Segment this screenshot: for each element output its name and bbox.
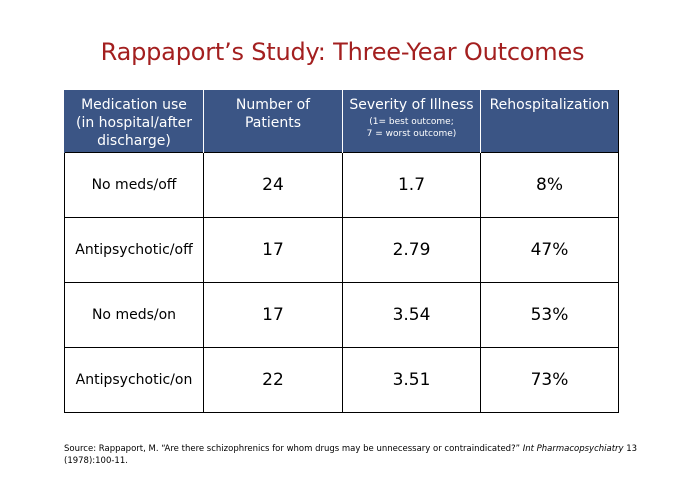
header-line: discharge) [97, 133, 171, 149]
source-text: Source: Rappaport, M. “Are there schizop… [64, 444, 520, 454]
table-row: No meds/on 17 3.54 53% [64, 281, 619, 348]
header-line: Patients [244, 115, 302, 131]
header-sub-line: 7 = worst outcome) [366, 129, 457, 139]
medication-cell: No meds/on [64, 281, 204, 348]
header-line: Severity of Illness [349, 97, 474, 113]
header-number-of-patients: Number of Patients [203, 90, 343, 152]
medication-cell: No meds/off [64, 151, 204, 218]
outcomes-table: Medication use (in hospital/after discha… [64, 90, 619, 413]
header-sub-line: (1= best outcome; [369, 117, 454, 127]
header-line: Number of [235, 97, 311, 113]
rehospitalization-cell: 8% [480, 151, 619, 218]
source-citation: Source: Rappaport, M. “Are there schizop… [64, 443, 644, 467]
patients-cell: 22 [203, 346, 343, 413]
severity-cell: 1.7 [342, 151, 481, 218]
table-row: Antipsychotic/off 17 2.79 47% [64, 216, 619, 283]
header-severity-of-illness: Severity of Illness (1= best outcome; 7 … [342, 90, 481, 152]
table-header-row: Medication use (in hospital/after discha… [64, 90, 619, 152]
header-rehospitalization: Rehospitalization [480, 90, 619, 152]
source-details: 13 (1978):100-11. [64, 444, 638, 466]
source-journal: Int Pharmacopsychiatry [522, 444, 624, 454]
severity-cell: 3.54 [342, 281, 481, 348]
patients-cell: 17 [203, 216, 343, 283]
table-row: Antipsychotic/on 22 3.51 73% [64, 346, 619, 413]
severity-cell: 3.51 [342, 346, 481, 413]
rehospitalization-cell: 73% [480, 346, 619, 413]
header-line: (in hospital/after [76, 115, 192, 131]
medication-cell: Antipsychotic/on [64, 346, 204, 413]
header-line: Rehospitalization [489, 97, 610, 113]
slide-title: Rappaport’s Study: Three-Year Outcomes [100, 38, 585, 66]
medication-cell: Antipsychotic/off [64, 216, 204, 283]
patients-cell: 17 [203, 281, 343, 348]
header-medication-use: Medication use (in hospital/after discha… [64, 90, 204, 152]
severity-cell: 2.79 [342, 216, 481, 283]
header-line: Medication use [81, 97, 187, 113]
table-row: No meds/off 24 1.7 8% [64, 151, 619, 218]
rehospitalization-cell: 53% [480, 281, 619, 348]
header-severity-scale-note: (1= best outcome; 7 = worst outcome) [346, 116, 477, 140]
rehospitalization-cell: 47% [480, 216, 619, 283]
patients-cell: 24 [203, 151, 343, 218]
